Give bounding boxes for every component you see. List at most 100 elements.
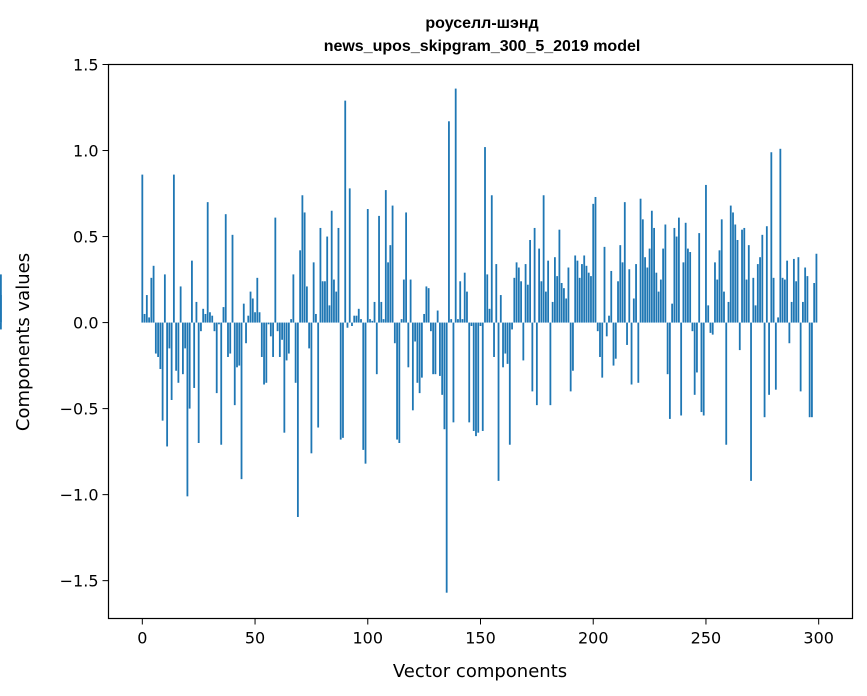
- bar-195: [581, 264, 583, 323]
- bar-197: [585, 265, 588, 323]
- bar-281: [774, 322, 777, 390]
- bar-25: [197, 322, 200, 443]
- y-axis-ticks: −1.5 −1.0 −0.5 0.0 0.5 1.0 1.5: [60, 56, 109, 591]
- y-tick-label-1: −1.0: [60, 486, 99, 505]
- bar-110: [389, 245, 392, 323]
- bar-75: [310, 322, 313, 454]
- bar-120: [411, 322, 414, 411]
- bar-14: [172, 174, 175, 323]
- bar-82: [326, 236, 329, 323]
- bar-115: [400, 319, 403, 323]
- bar-162: [506, 322, 509, 364]
- bar-140: [457, 319, 459, 323]
- bar-150: [479, 322, 482, 327]
- bar-45: [242, 303, 245, 323]
- bar-223: [644, 257, 646, 323]
- bar-293: [802, 301, 804, 323]
- bar-253: [711, 322, 714, 335]
- bar-292: [799, 322, 802, 392]
- bar-241: [684, 222, 687, 323]
- bar-26: [200, 322, 202, 332]
- bar-56: [267, 322, 270, 325]
- bar-205: [603, 246, 606, 323]
- plot-frame: [107, 63, 854, 620]
- bar-232: [664, 224, 667, 323]
- bar-79: [319, 227, 322, 323]
- bar-80: [321, 281, 324, 323]
- bar-260: [727, 301, 730, 323]
- bar-199: [590, 276, 592, 323]
- bar-54: [263, 322, 265, 385]
- bar-15: [175, 322, 178, 371]
- x-tick-label-100: 100: [352, 629, 383, 648]
- bar-230: [659, 279, 662, 323]
- bar-76: [312, 262, 315, 323]
- bar-143: [463, 272, 466, 323]
- bar-35: [220, 322, 223, 445]
- bar-283: [779, 148, 782, 323]
- bar-174: [533, 227, 536, 323]
- bar-212: [619, 245, 622, 323]
- bar-224: [646, 267, 649, 323]
- bar-196: [583, 255, 586, 323]
- bar-69: [296, 322, 299, 517]
- bar-70: [299, 250, 302, 323]
- bar-158: [497, 322, 500, 481]
- bar-24: [195, 301, 198, 323]
- bar-216: [628, 269, 631, 323]
- bar-46: [245, 322, 247, 344]
- bar-161: [504, 322, 507, 354]
- bar-undefined: [0, 322, 2, 330]
- bar-29: [206, 202, 209, 323]
- bar-109: [387, 262, 389, 323]
- bar-273: [756, 264, 759, 323]
- bar-130: [434, 322, 437, 375]
- bar-42: [236, 322, 238, 368]
- bar-202: [596, 322, 599, 332]
- bar-98: [362, 322, 365, 450]
- bar-92: [348, 188, 351, 323]
- bar-93: [351, 322, 353, 327]
- bar-18: [182, 322, 184, 375]
- bar-209: [612, 322, 615, 366]
- y-tick-label-6: 1.5: [73, 56, 98, 75]
- bar-219: [635, 264, 637, 323]
- bar-148: [475, 322, 477, 437]
- bar-210: [614, 322, 617, 359]
- bar-170: [524, 264, 527, 323]
- bar-265: [738, 322, 741, 351]
- bar-156: [493, 322, 495, 357]
- bar-295: [806, 276, 809, 323]
- x-tick-label-250: 250: [691, 629, 722, 648]
- bar-72: [303, 212, 306, 323]
- bar-183: [554, 257, 556, 323]
- bar-221: [639, 198, 642, 323]
- bar-215: [626, 322, 628, 345]
- bar-81: [324, 281, 326, 323]
- bar-157: [495, 264, 498, 323]
- y-tick-label-0: −1.5: [60, 572, 99, 591]
- bar-177: [540, 281, 543, 323]
- bar-238: [678, 217, 680, 323]
- bar-172: [529, 239, 531, 323]
- bar-83: [328, 305, 331, 323]
- bar-190: [569, 322, 572, 392]
- bar-0: [141, 174, 144, 323]
- bar-208: [610, 270, 613, 323]
- bar-97: [360, 319, 362, 323]
- bar-274: [759, 257, 761, 323]
- bar-211: [617, 281, 619, 323]
- bar-160: [502, 322, 504, 368]
- x-tick-label-50: 50: [245, 629, 265, 648]
- bar-155: [490, 195, 493, 323]
- bar-104: [375, 322, 378, 375]
- bar-184: [556, 276, 559, 323]
- bar-139: [454, 88, 457, 323]
- bar-298: [813, 283, 816, 323]
- bar-244: [691, 322, 694, 332]
- bar-103: [373, 301, 376, 323]
- bar-193: [576, 260, 579, 323]
- bar-259: [725, 322, 728, 445]
- bar-269: [747, 245, 750, 323]
- bar-114: [398, 322, 401, 443]
